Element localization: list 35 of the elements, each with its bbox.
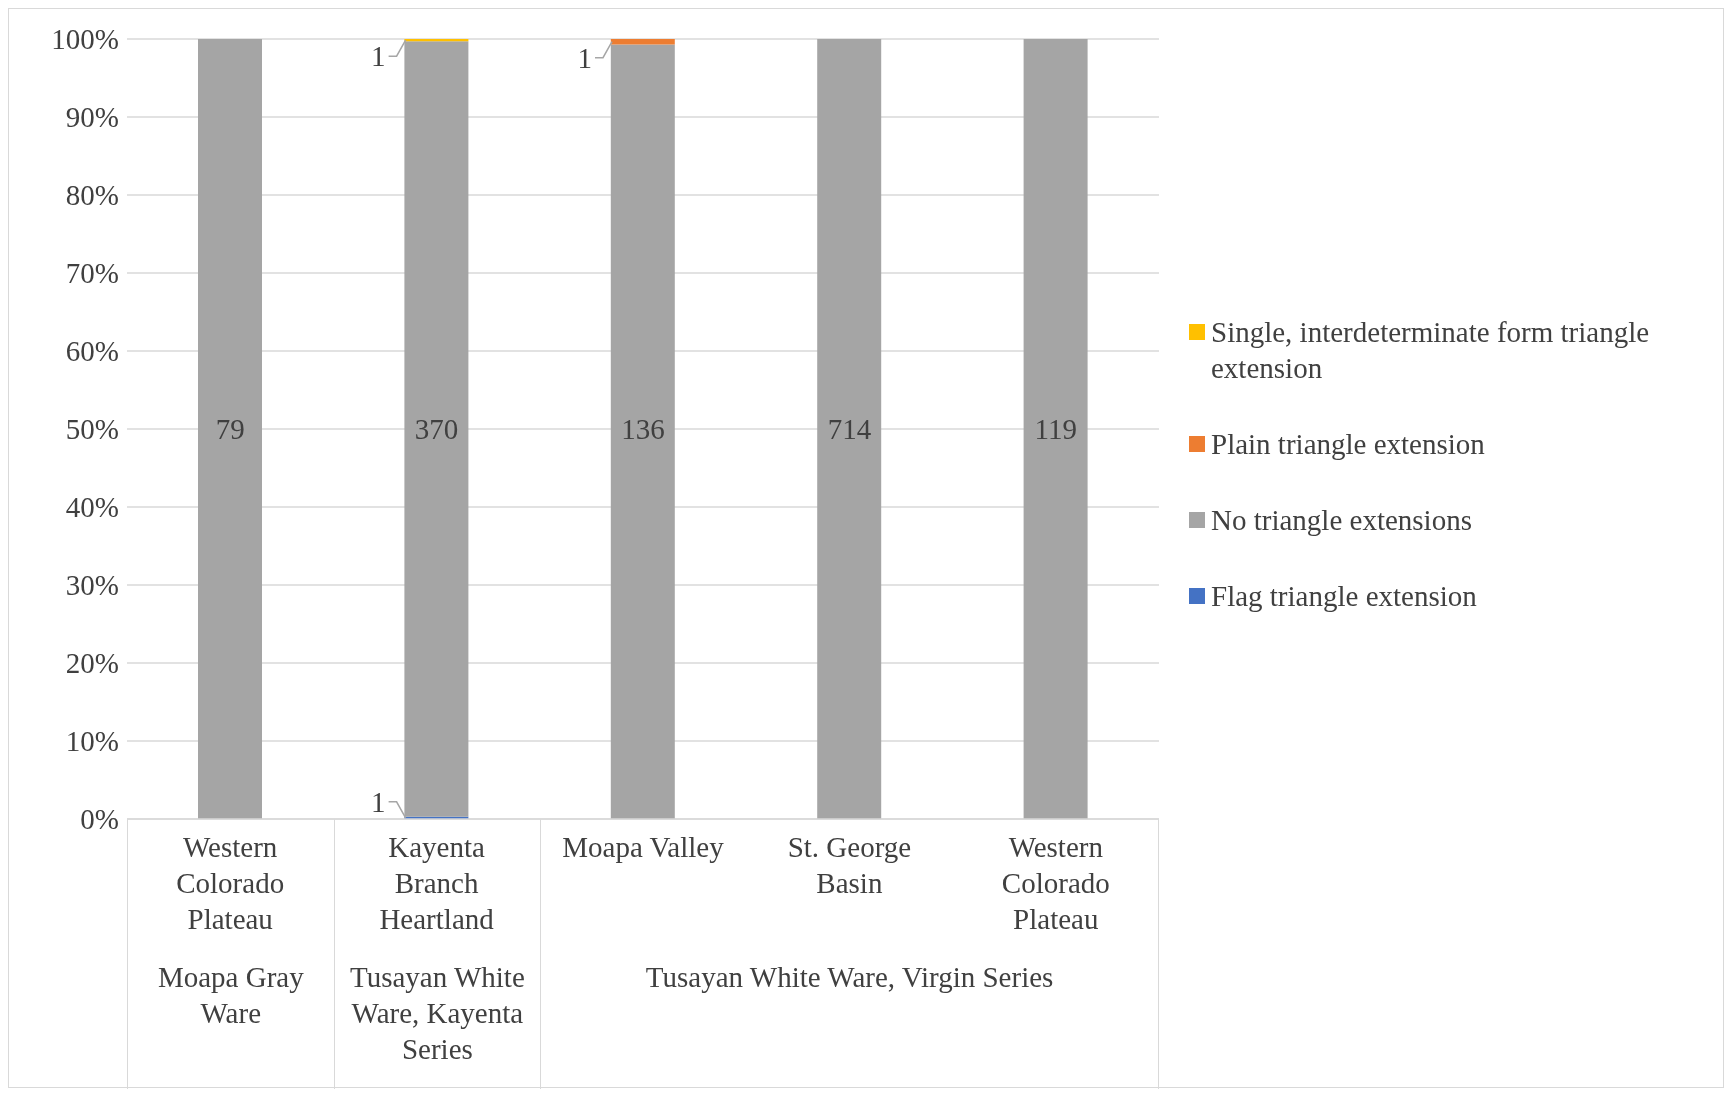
annotation: 1 — [371, 785, 386, 818]
y-tick-label: 90% — [65, 101, 119, 134]
legend-label: No triangle extensions — [1211, 503, 1472, 538]
x-tick-label: Moapa Valley — [562, 831, 725, 863]
y-tick-label: 100% — [51, 23, 119, 56]
x-tick-label: Kayenta Branch Heartland — [379, 831, 495, 935]
y-tick-label: 10% — [65, 725, 119, 758]
y-tick-label: 30% — [65, 569, 119, 602]
y-tick-label: 70% — [65, 257, 119, 290]
text: Moapa Gray Ware — [156, 960, 305, 1031]
annotation: 136 — [621, 413, 665, 445]
text: Tusayan White Ware, Virgin Series — [644, 960, 1055, 995]
bar — [1023, 39, 1088, 819]
legend-label: Flag triangle extension — [1211, 579, 1477, 614]
y-tick-label: 50% — [65, 413, 119, 446]
y-tick-label: 80% — [65, 179, 119, 212]
annotation: 1 — [371, 40, 386, 73]
y-tick-label: 40% — [65, 491, 119, 524]
annotation: 119 — [1034, 413, 1078, 445]
annotation: 714 — [827, 413, 872, 445]
annotation: 1 — [577, 41, 592, 74]
x-tick-label: Western Colorado Plateau — [1001, 831, 1110, 935]
bar — [198, 39, 262, 819]
bar — [610, 39, 675, 45]
text: Tusayan White Ware, Kayenta Series — [349, 960, 526, 1067]
x-tick-label: St. George Basin — [787, 831, 912, 899]
y-tick-label: 60% — [65, 335, 119, 368]
legend-label: Plain triangle extension — [1211, 427, 1485, 462]
legend-label: Single, interdeterminate form triangle extension — [1211, 315, 1651, 386]
bar — [817, 39, 882, 819]
x-tick-label: Western Colorado Plateau — [176, 831, 285, 935]
y-tick-label: 0% — [80, 803, 119, 836]
annotation: 370 — [414, 413, 459, 445]
y-tick-label: 20% — [65, 647, 119, 680]
annotation: 79 — [215, 413, 245, 445]
